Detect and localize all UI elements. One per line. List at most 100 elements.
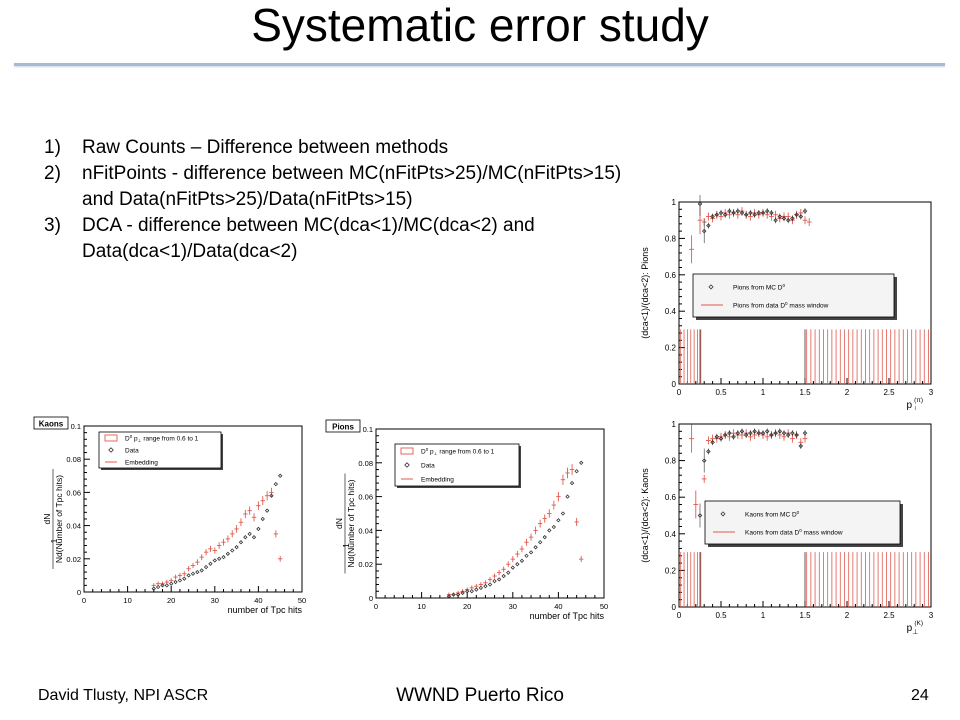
mc-point [722, 432, 728, 438]
data-point [455, 592, 461, 597]
mc-point [798, 214, 804, 219]
y-tick-label: 0.6 [665, 271, 677, 280]
data-point [574, 469, 579, 474]
legend: D0 p⊥ range from 0.6 to 1 Data Embedding [394, 443, 521, 488]
slide-title: Systematic error study [251, 0, 709, 51]
embedding-point [496, 569, 502, 576]
embedding-point [195, 559, 200, 565]
data-point [446, 594, 452, 599]
embedding-point [510, 556, 515, 563]
mc-point [748, 210, 753, 216]
embedding-point [524, 538, 529, 546]
data-point [151, 586, 156, 591]
legend-data-marker [108, 447, 114, 453]
data-point [212, 558, 217, 563]
y-axis-label: (dca<1)/(dca<2): Pions [640, 247, 650, 339]
embedding-point [574, 517, 579, 526]
y-axis-label: dN Nd(Number of Tpc hits) [42, 469, 64, 569]
footer-author: David Tlusty, NPI ASCR [38, 687, 209, 704]
y-label-one: 1 [341, 543, 351, 548]
data-point [182, 576, 187, 581]
embedding-point [216, 542, 222, 549]
embedding-point [519, 545, 525, 553]
data-point [238, 540, 244, 545]
embedding-point [533, 526, 538, 535]
embedding-point [492, 573, 497, 579]
y-label-one: 1 [49, 538, 59, 543]
embedding-point [556, 491, 561, 502]
x-tick-label: 10 [123, 596, 131, 605]
legend: Pions from MC D0 Pions from data D0 mass … [692, 273, 897, 320]
mc-point [756, 210, 762, 216]
tag-label: Pions [332, 423, 354, 432]
mc-point [735, 208, 741, 214]
data-point [528, 550, 534, 555]
y-tick-label: 0 [369, 594, 373, 603]
embedding-point [515, 550, 520, 558]
legend-range-label: D0 p⊥ range from 0.6 to 1 [421, 447, 495, 456]
data-point [451, 592, 456, 597]
embedding-point [264, 491, 270, 501]
embedding-point [243, 509, 248, 519]
data-window-point [806, 218, 812, 227]
data-point [469, 589, 474, 594]
embedding-point [190, 562, 196, 569]
embedding-point [199, 554, 204, 561]
data-point [547, 528, 552, 533]
y-tick-label: 0 [672, 380, 677, 389]
y-tick-label: 0.4 [665, 530, 677, 539]
mc-point [718, 210, 724, 216]
mc-point [731, 210, 736, 216]
mc-point [752, 429, 757, 434]
embedding-point [260, 496, 265, 506]
y-tick-label: 0.1 [71, 422, 81, 431]
data-point [169, 581, 174, 586]
kaons-dca-ratio-chart: 0 0.5 1 1.5 2 2.5 3 0 0.2 0.4 0.6 0.8 1 (dca<1)/(dca<… [637, 417, 945, 635]
y-tick-label: 0.2 [665, 566, 677, 575]
y-tick-label: 0.06 [358, 493, 373, 502]
embedding-point [186, 566, 191, 572]
item-text: nFitPoints - difference between MC(nFitP… [82, 163, 622, 210]
tag-label: Kaons [39, 420, 64, 429]
legend: Kaons from MC D0 Kaons from data D0 mass … [704, 500, 903, 547]
mc-point [710, 214, 715, 219]
data-point [501, 573, 506, 579]
embedding-point [579, 556, 584, 563]
embedding-point [173, 574, 178, 580]
legend-range-swatch [104, 434, 118, 442]
embedding-point [560, 474, 566, 485]
data-point [483, 584, 488, 589]
x-tick-label: 2 [845, 611, 850, 620]
embedding-point [225, 535, 231, 543]
data-point [524, 553, 529, 558]
y-tick-label: 0.08 [66, 455, 81, 464]
data-point [195, 569, 200, 575]
embedding-point [238, 518, 244, 527]
legend-mc-label: Kaons from MC D0 [745, 510, 800, 519]
mc-point [794, 212, 799, 218]
x-tick-label: 1 [761, 611, 766, 620]
data-point [487, 582, 493, 587]
mc-point [735, 430, 741, 436]
embedding-point [269, 487, 274, 498]
x-tick-label: 20 [463, 602, 471, 611]
data-point [225, 551, 231, 556]
data-point [243, 535, 248, 540]
embedding-point [234, 525, 239, 533]
y-tick-label: 0.8 [665, 457, 677, 466]
legend-range-swatch [400, 447, 414, 455]
embedding-point [501, 566, 506, 573]
data-point [519, 558, 525, 563]
mc-point [748, 430, 753, 436]
data-point [160, 583, 165, 588]
data-point [173, 579, 178, 585]
y-tick-label: 0.06 [66, 488, 81, 497]
x-tick-label: 0.5 [715, 611, 727, 620]
mc-point [710, 440, 715, 445]
embedding-point [551, 500, 557, 510]
x-tick-label: 1.5 [799, 611, 811, 620]
data-point [177, 578, 183, 583]
mc-point [773, 217, 778, 223]
embedding-point [487, 576, 493, 582]
x-tick-label: 40 [554, 602, 562, 611]
